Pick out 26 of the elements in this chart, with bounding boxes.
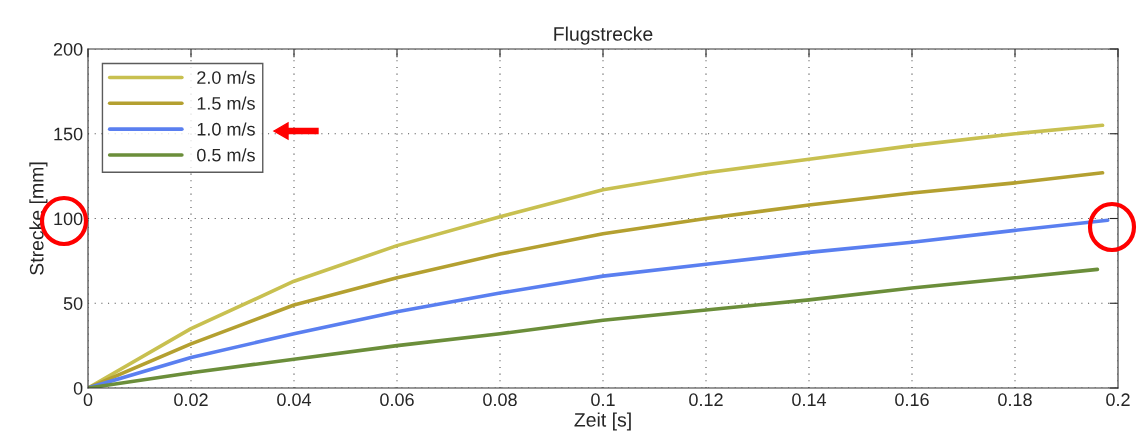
x-tick-label: 0.02 [174, 393, 208, 407]
x-tick-label: 0.08 [483, 393, 517, 407]
x-tick-label: 0.16 [895, 393, 929, 407]
y-tick-label: 0 [73, 381, 83, 395]
x-tick-label: 0.12 [689, 393, 723, 407]
x-tick-label: 0.18 [998, 393, 1032, 407]
line-series [88, 267, 1100, 388]
y-tick-label: 150 [54, 127, 83, 141]
y-tick-label: 100 [54, 212, 83, 226]
chart-title: Flugstrecke [554, 26, 653, 45]
legend-label: 1.0 m/s [197, 122, 255, 136]
x-tick-label: 0.14 [792, 393, 827, 407]
x-tick-label: 0.1 [591, 393, 615, 407]
legend-label: 1.5 m/s [197, 96, 255, 110]
line-series [88, 218, 1110, 388]
line-series [88, 170, 1105, 388]
legend-label: 0.5 m/s [197, 148, 255, 162]
y-tick-label: 200 [53, 42, 83, 56]
x-tick-label: 0.2 [1106, 393, 1130, 407]
line-series [88, 123, 1105, 388]
x-axis-title: Zeit [s] [574, 412, 631, 431]
x-tick-label: 0 [83, 393, 93, 407]
legend-label: 2.0 m/s [197, 70, 255, 84]
x-tick-label: 0.04 [277, 393, 312, 407]
y-tick-label: 50 [63, 297, 83, 310]
x-tick-label: 0.06 [380, 393, 414, 407]
